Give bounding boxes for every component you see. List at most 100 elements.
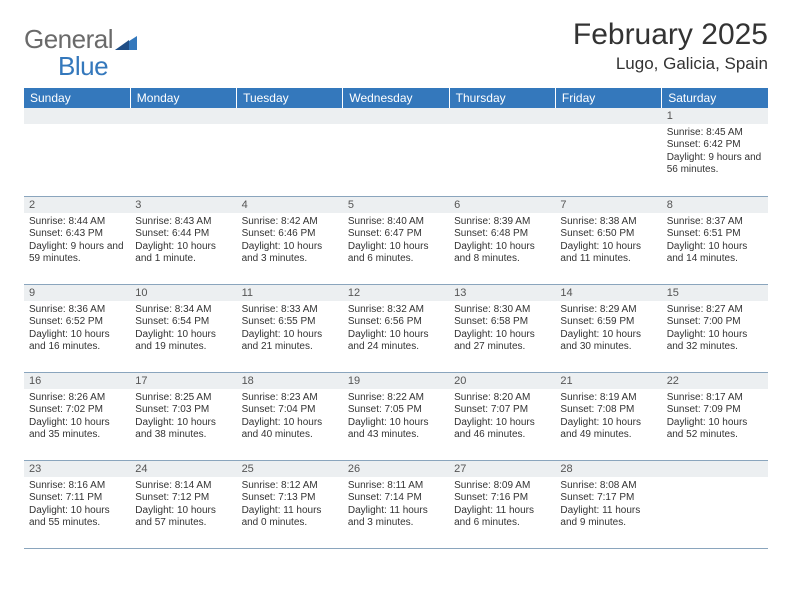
day-number: 10 — [130, 284, 236, 301]
daylight-text: Daylight: 10 hours and 30 minutes. — [560, 329, 656, 354]
day-body: Sunrise: 8:44 AMSunset: 6:43 PMDaylight:… — [24, 213, 130, 284]
day-number: 11 — [237, 284, 343, 301]
calendar-week-row: 1Sunrise: 8:45 AMSunset: 6:42 PMDaylight… — [24, 108, 768, 196]
daylight-text: Daylight: 10 hours and 38 minutes. — [135, 417, 231, 442]
weekday-header: Saturday — [662, 88, 768, 108]
day-body: Sunrise: 8:40 AMSunset: 6:47 PMDaylight:… — [343, 213, 449, 284]
calendar-day-cell: 3Sunrise: 8:43 AMSunset: 6:44 PMDaylight… — [130, 196, 236, 284]
calendar-day-cell: 22Sunrise: 8:17 AMSunset: 7:09 PMDayligh… — [662, 372, 768, 460]
sunrise-text: Sunrise: 8:30 AM — [454, 304, 550, 317]
sunset-text: Sunset: 6:56 PM — [348, 316, 444, 329]
calendar-day-cell: 2Sunrise: 8:44 AMSunset: 6:43 PMDaylight… — [24, 196, 130, 284]
daylight-text: Daylight: 10 hours and 35 minutes. — [29, 417, 125, 442]
day-number — [343, 108, 449, 124]
sunrise-text: Sunrise: 8:12 AM — [242, 480, 338, 493]
sunset-text: Sunset: 6:58 PM — [454, 316, 550, 329]
calendar-week-row: 9Sunrise: 8:36 AMSunset: 6:52 PMDaylight… — [24, 284, 768, 372]
day-body: Sunrise: 8:09 AMSunset: 7:16 PMDaylight:… — [449, 477, 555, 548]
daylight-text: Daylight: 11 hours and 0 minutes. — [242, 505, 338, 530]
calendar-day-cell: 14Sunrise: 8:29 AMSunset: 6:59 PMDayligh… — [555, 284, 661, 372]
day-number: 20 — [449, 372, 555, 389]
sunset-text: Sunset: 6:54 PM — [135, 316, 231, 329]
sunrise-text: Sunrise: 8:38 AM — [560, 216, 656, 229]
calendar-day-cell — [662, 460, 768, 548]
calendar-day-cell: 27Sunrise: 8:09 AMSunset: 7:16 PMDayligh… — [449, 460, 555, 548]
day-number: 27 — [449, 460, 555, 477]
day-body — [130, 124, 236, 196]
sunset-text: Sunset: 7:07 PM — [454, 404, 550, 417]
sunset-text: Sunset: 6:46 PM — [242, 228, 338, 241]
day-body — [24, 124, 130, 196]
day-number: 28 — [555, 460, 661, 477]
weekday-header: Tuesday — [237, 88, 343, 108]
day-number — [130, 108, 236, 124]
day-number: 2 — [24, 196, 130, 213]
calendar-day-cell: 7Sunrise: 8:38 AMSunset: 6:50 PMDaylight… — [555, 196, 661, 284]
sunset-text: Sunset: 6:59 PM — [560, 316, 656, 329]
daylight-text: Daylight: 10 hours and 14 minutes. — [667, 241, 763, 266]
sunset-text: Sunset: 7:08 PM — [560, 404, 656, 417]
day-number: 3 — [130, 196, 236, 213]
day-body: Sunrise: 8:16 AMSunset: 7:11 PMDaylight:… — [24, 477, 130, 548]
day-number: 17 — [130, 372, 236, 389]
day-number: 12 — [343, 284, 449, 301]
calendar-header-row: Sunday Monday Tuesday Wednesday Thursday… — [24, 88, 768, 108]
day-body: Sunrise: 8:30 AMSunset: 6:58 PMDaylight:… — [449, 301, 555, 372]
calendar-day-cell: 23Sunrise: 8:16 AMSunset: 7:11 PMDayligh… — [24, 460, 130, 548]
sunrise-text: Sunrise: 8:34 AM — [135, 304, 231, 317]
day-number: 23 — [24, 460, 130, 477]
day-number: 19 — [343, 372, 449, 389]
day-body: Sunrise: 8:33 AMSunset: 6:55 PMDaylight:… — [237, 301, 343, 372]
daylight-text: Daylight: 11 hours and 6 minutes. — [454, 505, 550, 530]
calendar-day-cell — [130, 108, 236, 196]
sunrise-text: Sunrise: 8:29 AM — [560, 304, 656, 317]
sunset-text: Sunset: 7:14 PM — [348, 492, 444, 505]
daylight-text: Daylight: 10 hours and 32 minutes. — [667, 329, 763, 354]
day-number: 7 — [555, 196, 661, 213]
daylight-text: Daylight: 10 hours and 6 minutes. — [348, 241, 444, 266]
sunrise-text: Sunrise: 8:25 AM — [135, 392, 231, 405]
sunrise-text: Sunrise: 8:45 AM — [667, 127, 763, 140]
day-number: 25 — [237, 460, 343, 477]
sunrise-text: Sunrise: 8:27 AM — [667, 304, 763, 317]
weekday-header: Thursday — [449, 88, 555, 108]
sunset-text: Sunset: 6:50 PM — [560, 228, 656, 241]
day-number: 22 — [662, 372, 768, 389]
daylight-text: Daylight: 9 hours and 56 minutes. — [667, 152, 763, 177]
day-number: 13 — [449, 284, 555, 301]
sunrise-text: Sunrise: 8:17 AM — [667, 392, 763, 405]
brand-logo: General Blue — [24, 18, 137, 82]
calendar-day-cell — [237, 108, 343, 196]
daylight-text: Daylight: 10 hours and 43 minutes. — [348, 417, 444, 442]
day-number — [237, 108, 343, 124]
calendar-day-cell: 11Sunrise: 8:33 AMSunset: 6:55 PMDayligh… — [237, 284, 343, 372]
sunset-text: Sunset: 6:42 PM — [667, 139, 763, 152]
day-body: Sunrise: 8:25 AMSunset: 7:03 PMDaylight:… — [130, 389, 236, 460]
day-body — [555, 124, 661, 196]
day-number: 8 — [662, 196, 768, 213]
day-body: Sunrise: 8:23 AMSunset: 7:04 PMDaylight:… — [237, 389, 343, 460]
calendar-day-cell: 4Sunrise: 8:42 AMSunset: 6:46 PMDaylight… — [237, 196, 343, 284]
day-body: Sunrise: 8:22 AMSunset: 7:05 PMDaylight:… — [343, 389, 449, 460]
day-body: Sunrise: 8:42 AMSunset: 6:46 PMDaylight:… — [237, 213, 343, 284]
title-block: February 2025 Lugo, Galicia, Spain — [573, 18, 768, 74]
calendar-table: Sunday Monday Tuesday Wednesday Thursday… — [24, 88, 768, 548]
calendar-week-row: 23Sunrise: 8:16 AMSunset: 7:11 PMDayligh… — [24, 460, 768, 548]
weekday-header: Sunday — [24, 88, 130, 108]
weekday-header: Wednesday — [343, 88, 449, 108]
day-body: Sunrise: 8:14 AMSunset: 7:12 PMDaylight:… — [130, 477, 236, 548]
sunrise-text: Sunrise: 8:23 AM — [242, 392, 338, 405]
day-number: 6 — [449, 196, 555, 213]
weekday-header: Monday — [130, 88, 236, 108]
day-body: Sunrise: 8:12 AMSunset: 7:13 PMDaylight:… — [237, 477, 343, 548]
sunrise-text: Sunrise: 8:43 AM — [135, 216, 231, 229]
day-number — [24, 108, 130, 124]
daylight-text: Daylight: 10 hours and 57 minutes. — [135, 505, 231, 530]
calendar-day-cell — [555, 108, 661, 196]
calendar-day-cell: 19Sunrise: 8:22 AMSunset: 7:05 PMDayligh… — [343, 372, 449, 460]
brand-triangle-icon — [115, 26, 137, 57]
brand-part1: General — [24, 24, 113, 54]
day-number: 9 — [24, 284, 130, 301]
calendar-day-cell: 20Sunrise: 8:20 AMSunset: 7:07 PMDayligh… — [449, 372, 555, 460]
day-body — [343, 124, 449, 196]
